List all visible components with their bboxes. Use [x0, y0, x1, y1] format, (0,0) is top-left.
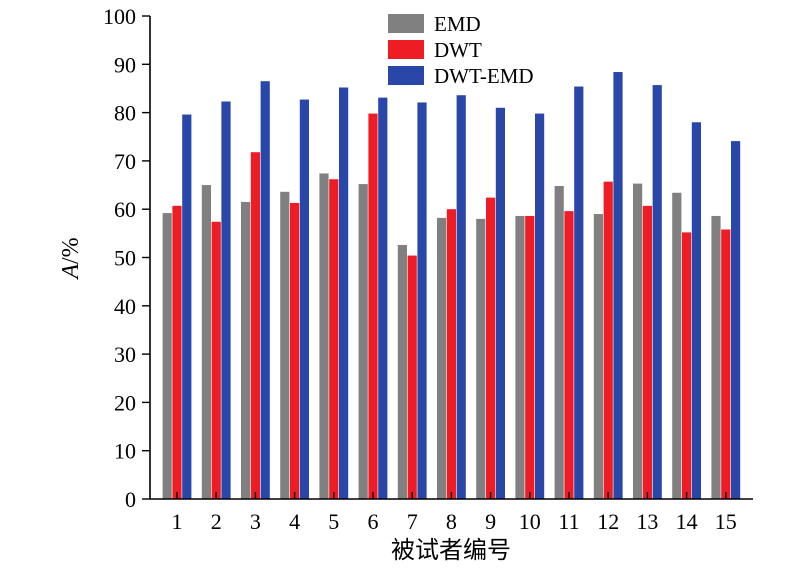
- bar-dwt-1: [172, 205, 182, 499]
- bar-dwt-emd-15: [731, 141, 741, 499]
- bar-dwt-9: [486, 197, 496, 500]
- x-tick-label-13: 13: [636, 509, 658, 534]
- legend-label-emd: EMD: [434, 12, 481, 36]
- bar-emd-11: [554, 186, 564, 499]
- bar-emd-14: [672, 192, 682, 499]
- bar-dwt-6: [368, 113, 378, 499]
- x-tick-label-9: 9: [485, 509, 496, 534]
- y-tick-label-40: 40: [114, 294, 136, 319]
- x-tick-label-15: 15: [715, 509, 737, 534]
- x-tick-label-7: 7: [407, 509, 418, 534]
- bar-emd-7: [397, 244, 407, 499]
- legend-label-dwt-emd: DWT-EMD: [434, 64, 534, 88]
- bar-dwt-15: [721, 229, 731, 500]
- y-axis-title: A/%: [58, 237, 84, 280]
- bar-emd-2: [201, 185, 211, 500]
- bar-dwt-8: [446, 209, 456, 499]
- y-axis-title-unit: /%: [58, 237, 84, 264]
- y-tick-label-30: 30: [114, 342, 136, 367]
- y-axis-title-symbol: A: [58, 264, 84, 281]
- bar-dwt-emd-9: [495, 107, 505, 500]
- legend-swatch-dwt-emd: [388, 66, 424, 85]
- x-tick-label-1: 1: [172, 509, 183, 534]
- legend-label-dwt: DWT: [434, 38, 482, 62]
- x-tick-label-5: 5: [328, 509, 339, 534]
- x-tick-label-14: 14: [676, 509, 698, 534]
- bar-dwt-emd-8: [456, 95, 466, 500]
- bar-dwt-emd-13: [652, 85, 662, 499]
- x-axis-title: 被试者编号: [391, 537, 511, 564]
- bar-dwt-emd-12: [613, 72, 623, 499]
- bars-group: [162, 72, 741, 500]
- bar-dwt-4: [290, 202, 300, 500]
- bar-dwt-5: [329, 179, 339, 499]
- bar-dwt-7: [407, 255, 417, 499]
- x-tick-label-2: 2: [211, 509, 222, 534]
- bar-emd-10: [515, 215, 525, 499]
- bar-dwt-emd-6: [378, 97, 388, 499]
- bar-dwt-emd-5: [339, 87, 349, 499]
- bar-emd-6: [358, 184, 368, 499]
- bar-dwt-11: [564, 211, 574, 499]
- bar-dwt-emd-10: [535, 113, 545, 499]
- bar-emd-1: [162, 213, 172, 499]
- legend-swatch-dwt: [388, 40, 424, 59]
- y-tick-label-60: 60: [114, 197, 136, 222]
- bar-dwt-emd-14: [691, 122, 701, 499]
- y-tick-label-50: 50: [114, 246, 136, 271]
- bar-emd-12: [593, 214, 603, 499]
- x-tick-label-8: 8: [446, 509, 457, 534]
- bar-dwt-emd-2: [221, 101, 231, 500]
- y-tick-label-70: 70: [114, 149, 136, 174]
- x-ticks-group: 1 2 3 4 5 6 7 8 9 10 11 12 13 14 15: [172, 492, 737, 534]
- bar-emd-5: [319, 173, 329, 499]
- bar-emd-4: [280, 191, 290, 499]
- bar-dwt-13: [642, 205, 652, 499]
- y-tick-label-90: 90: [114, 52, 136, 77]
- bar-emd-8: [437, 217, 447, 499]
- bar-emd-15: [711, 215, 721, 499]
- bar-dwt-3: [250, 152, 260, 499]
- x-tick-label-4: 4: [289, 509, 300, 534]
- x-tick-label-3: 3: [250, 509, 261, 534]
- bar-dwt-emd-4: [299, 99, 309, 499]
- bar-dwt-emd-11: [574, 86, 584, 500]
- y-tick-label-20: 20: [114, 390, 136, 415]
- bar-dwt-2: [211, 221, 221, 499]
- y-tick-label-100: 100: [103, 4, 136, 29]
- bar-emd-13: [633, 183, 643, 499]
- x-tick-label-6: 6: [368, 509, 379, 534]
- bar-dwt-emd-7: [417, 102, 427, 500]
- x-tick-label-11: 11: [558, 509, 579, 534]
- bar-dwt-10: [525, 215, 535, 499]
- bar-dwt-12: [603, 181, 613, 500]
- bar-emd-9: [476, 218, 486, 500]
- bar-dwt-emd-1: [182, 114, 192, 499]
- y-tick-label-10: 10: [114, 439, 136, 464]
- y-tick-label-80: 80: [114, 101, 136, 126]
- bar-emd-3: [241, 201, 251, 499]
- bar-dwt-emd-3: [260, 81, 270, 499]
- y-ticks-group: 0 10 20 30 40 50 60 70 80 90 100: [103, 4, 150, 512]
- x-tick-label-12: 12: [597, 509, 619, 534]
- bar-dwt-14: [682, 232, 692, 499]
- y-tick-label-0: 0: [125, 487, 136, 512]
- x-tick-label-10: 10: [519, 509, 541, 534]
- legend-swatch-emd: [388, 14, 424, 33]
